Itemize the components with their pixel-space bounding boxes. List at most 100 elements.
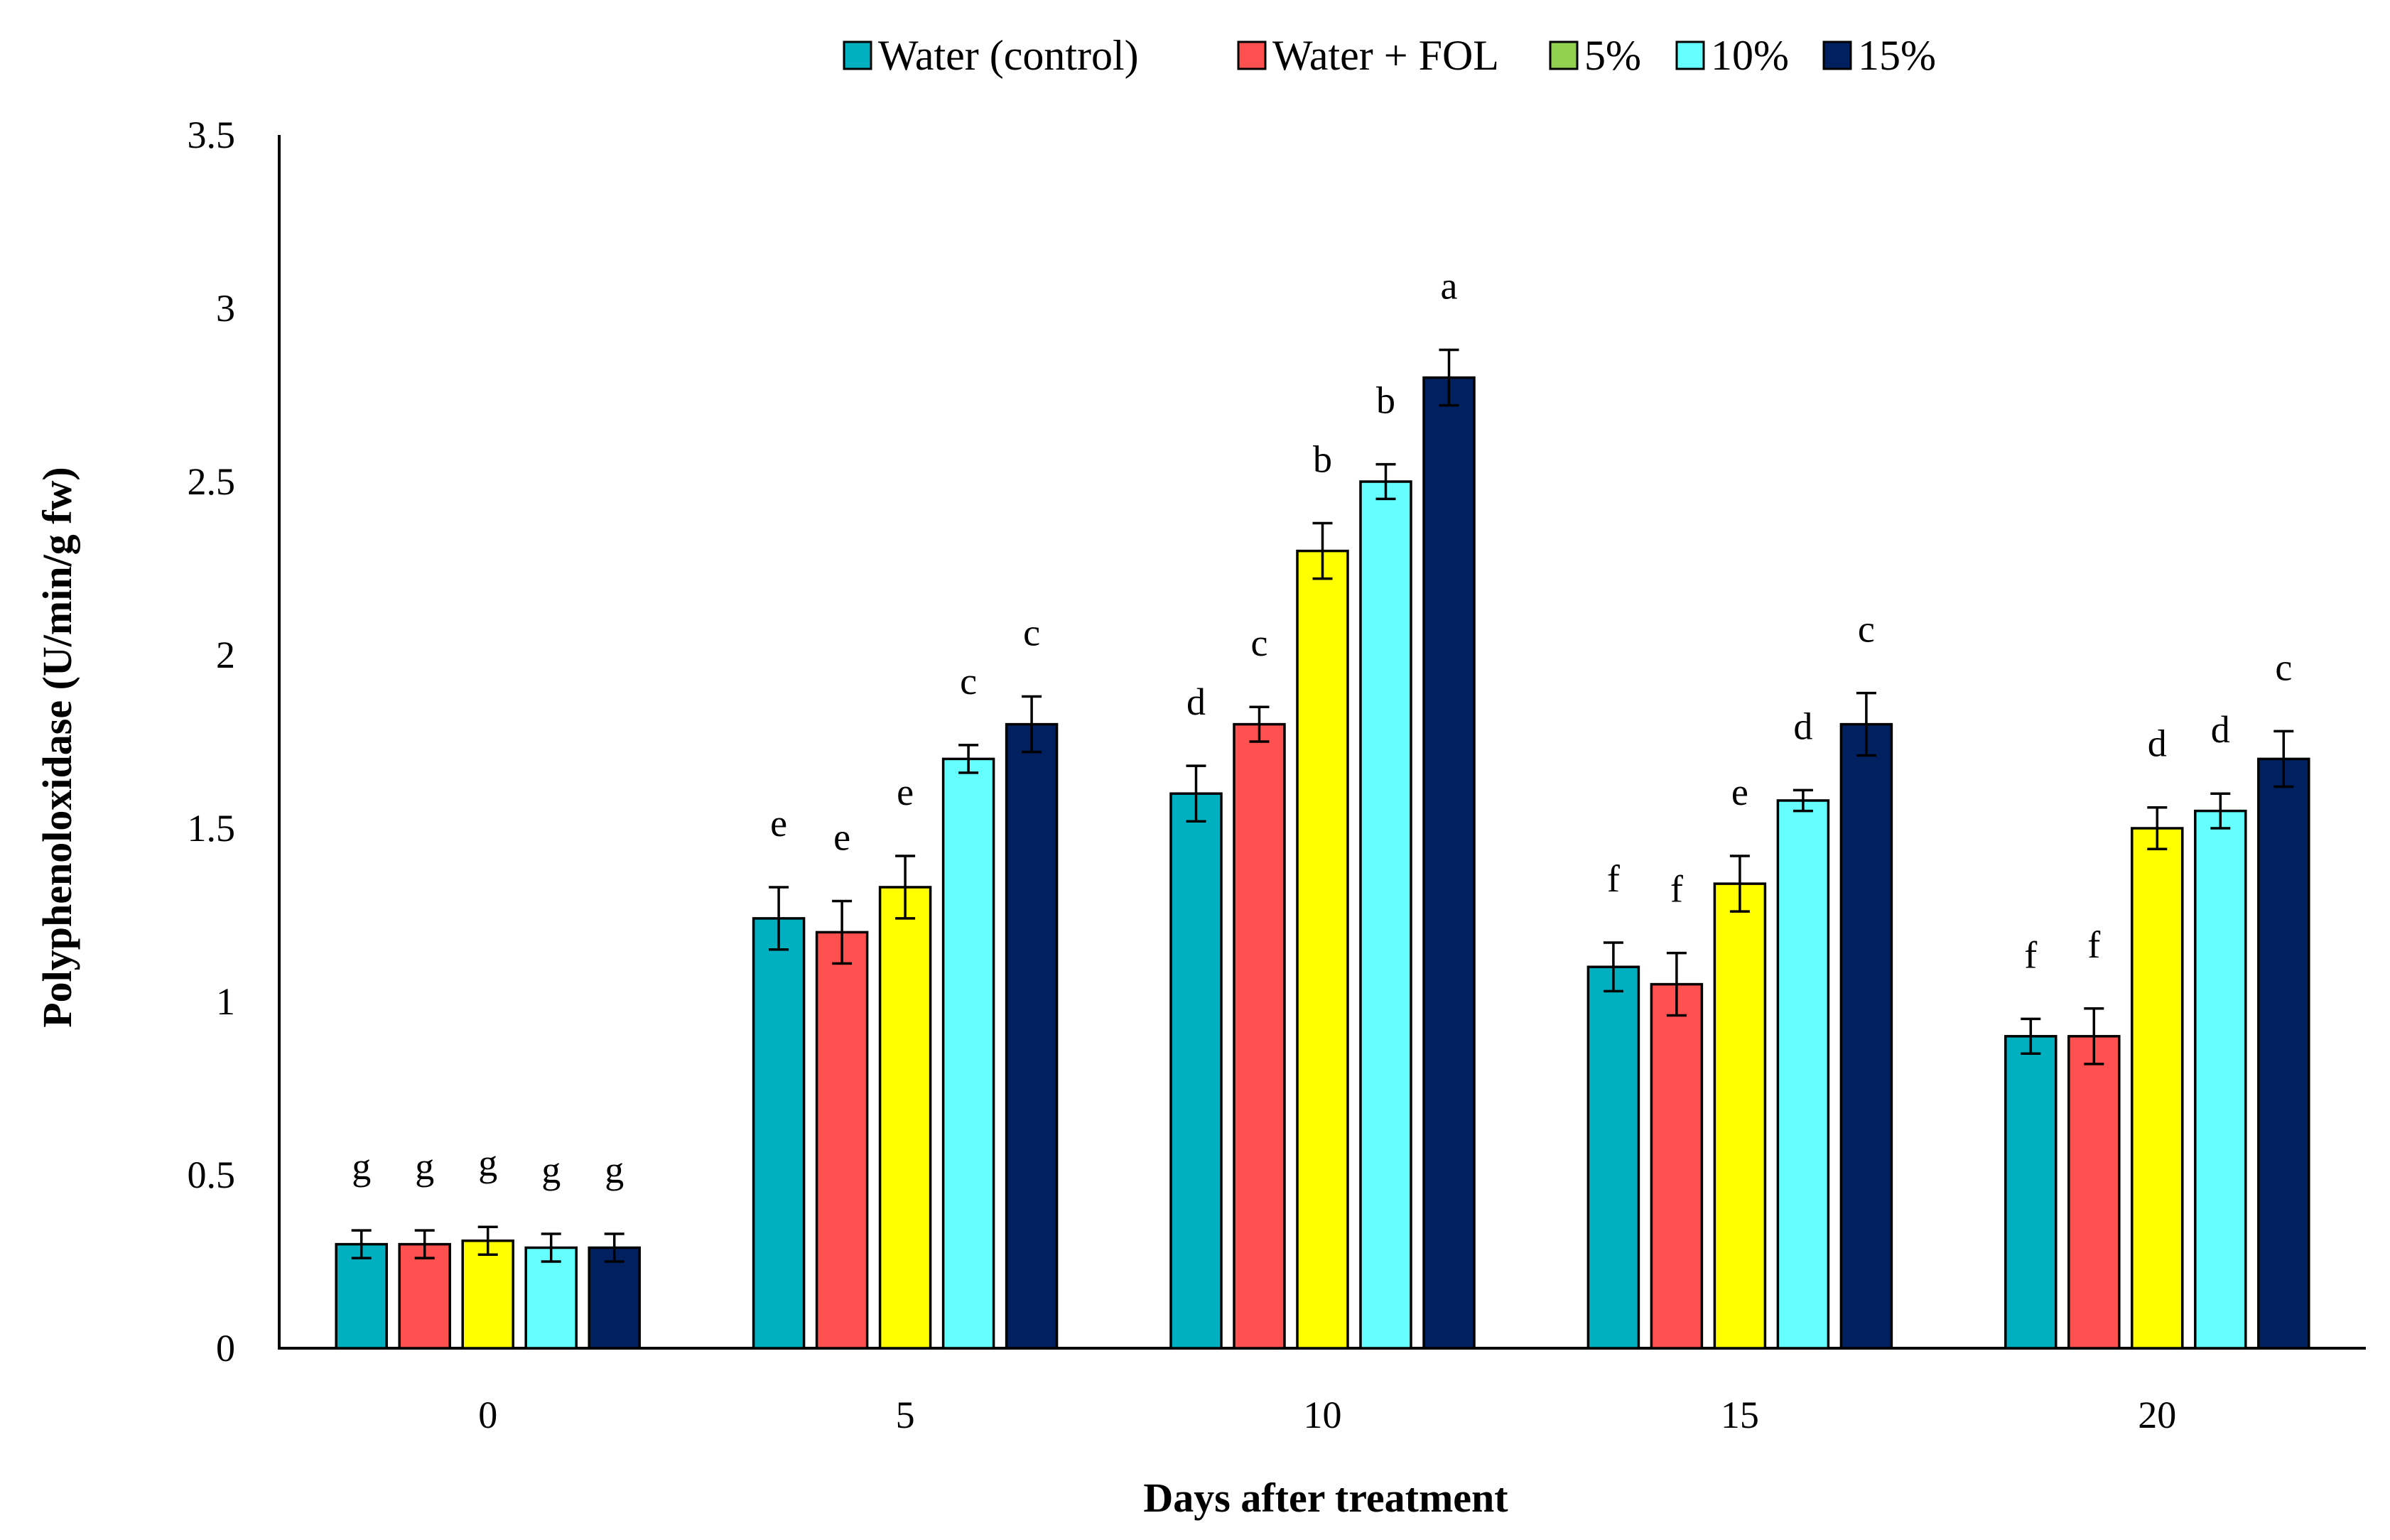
significance-letter: f [2024, 933, 2037, 976]
error-bars [351, 348, 2294, 1263]
bar [1422, 376, 1476, 1350]
significance-letter: f [1670, 868, 1683, 911]
bar [398, 1242, 451, 1350]
significance-letter: g [605, 1149, 624, 1191]
significance-letter: g [541, 1149, 561, 1191]
bar [1359, 480, 1412, 1350]
error-bar [477, 1225, 498, 1256]
error-bar [1729, 855, 1750, 913]
bar [1713, 882, 1767, 1350]
x-tick-label: 5 [896, 1394, 915, 1436]
legend-label: Water + FOL [1272, 32, 1499, 79]
error-bar [1439, 348, 1459, 407]
legend-label: 10% [1711, 32, 1789, 79]
x-tick-label: 15 [1721, 1394, 1759, 1436]
bar [2067, 1035, 2121, 1350]
error-bar [1375, 462, 1396, 501]
x-tick-label: 0 [478, 1394, 497, 1436]
significance-letter: c [960, 660, 977, 703]
y-tick-label: 0.5 [188, 1154, 236, 1196]
y-tick-label: 2 [216, 634, 235, 676]
significance-letter: b [1313, 438, 1332, 481]
x-tick-label: 10 [1304, 1394, 1342, 1436]
error-bar [1312, 521, 1333, 580]
bar [752, 917, 806, 1350]
bar [878, 886, 932, 1350]
error-bar [541, 1232, 561, 1263]
error-bar [1022, 695, 1042, 754]
significance-letter: e [833, 815, 850, 858]
bar [1296, 549, 1349, 1350]
bar [461, 1239, 514, 1350]
legend-item: Water + FOL [1237, 32, 1499, 79]
legend-swatch [1822, 40, 1852, 70]
significance-letter: b [1376, 379, 1395, 422]
bar [335, 1242, 388, 1350]
significance-letter: d [2211, 708, 2230, 751]
bar [1169, 792, 1223, 1350]
bar [1839, 722, 1893, 1350]
legend-swatch [1237, 40, 1267, 70]
significance-letters: g g g g g e e e c c d c b b a f f e d c f f d d c [352, 265, 2292, 1191]
error-bar [1792, 788, 1813, 813]
error-bar [832, 899, 853, 965]
legend-label: Water (control) [878, 32, 1139, 79]
y-axis-title: Polyphenoloxidase (U/min/g fw) [34, 467, 80, 1028]
bar [1586, 965, 1640, 1350]
bar [1776, 799, 1830, 1350]
significance-letter: c [1858, 608, 1875, 651]
y-axis: 0 0.5 1 1.5 2 2.5 3 3.5 [188, 114, 281, 1370]
significance-letter: a [1441, 265, 1458, 308]
x-tick-label: 20 [2138, 1394, 2176, 1436]
error-bar [2021, 1017, 2041, 1055]
significance-letter: f [2087, 923, 2100, 966]
legend-item: 5% [1549, 32, 1641, 79]
bar [2257, 757, 2310, 1350]
significance-letter: c [1251, 622, 1268, 664]
bar [941, 757, 995, 1350]
error-bar [895, 855, 916, 920]
error-bar [2147, 806, 2168, 851]
error-bar [1856, 691, 1876, 757]
bars [335, 376, 2310, 1350]
legend-swatch [1549, 40, 1579, 70]
error-bar [604, 1232, 624, 1263]
error-bar [1249, 705, 1270, 743]
error-bar [1666, 951, 1687, 1017]
y-tick-label: 1.5 [188, 807, 236, 850]
error-bar [769, 886, 789, 951]
bar [1233, 722, 1286, 1350]
y-tick-label: 2.5 [188, 460, 236, 503]
y-tick-label: 1 [216, 980, 235, 1023]
legend-item: 15% [1822, 32, 1936, 79]
error-bar [1186, 764, 1206, 823]
error-bar [1603, 941, 1623, 993]
significance-letter: g [415, 1145, 434, 1188]
bar [2004, 1035, 2058, 1350]
error-bar [958, 744, 979, 774]
bar [524, 1246, 578, 1350]
significance-letter: g [352, 1145, 371, 1188]
significance-letter: g [478, 1142, 497, 1184]
error-bar [414, 1229, 435, 1259]
y-tick-label: 0 [216, 1327, 235, 1370]
significance-letter: c [1023, 612, 1040, 654]
significance-letter: d [1793, 705, 1812, 747]
significance-letter: f [1607, 857, 1620, 900]
y-tick-label: 3.5 [188, 114, 236, 156]
significance-letter: e [897, 771, 914, 813]
bar [2194, 809, 2247, 1350]
legend: Water (control) Water + FOL 5% 10% 15% [843, 32, 1936, 79]
y-tick-label: 3 [216, 287, 235, 330]
error-bar [2210, 792, 2231, 830]
legend-item: Water (control) [843, 32, 1139, 79]
bar [1650, 982, 1704, 1350]
legend-swatch [843, 40, 872, 70]
x-axis: 0 5 10 15 20 [278, 1347, 2366, 1436]
bar [1005, 722, 1059, 1350]
legend-item: 10% [1675, 32, 1789, 79]
significance-letter: c [2275, 646, 2292, 688]
bar [815, 931, 869, 1350]
